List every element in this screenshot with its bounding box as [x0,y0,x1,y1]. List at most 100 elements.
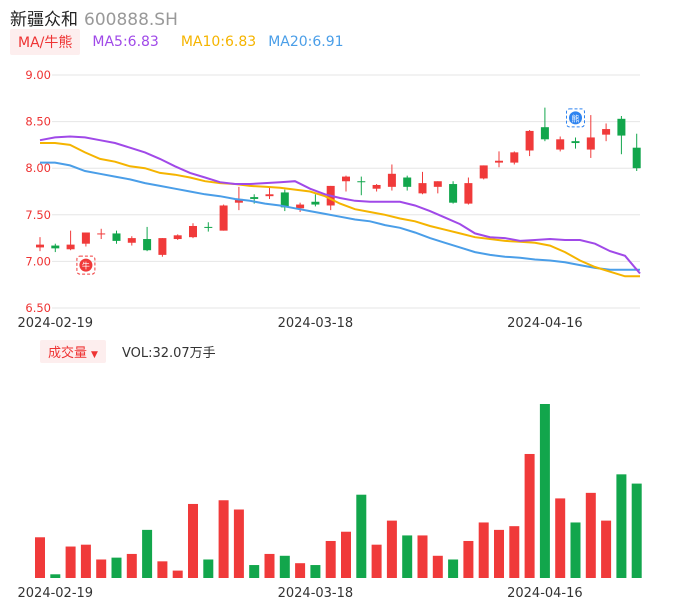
candle-body [617,118,626,136]
volume-bar [386,520,397,578]
candle-body [112,233,121,241]
y-tick-label: 7.50 [25,208,51,222]
volume-indicator-button[interactable]: 成交量 ▼ [40,339,106,363]
candle-body [265,194,274,197]
candle-body [387,173,396,187]
candle-body [357,181,366,183]
candle-body [342,176,350,182]
marker-badge [569,111,582,125]
ma10-line [40,142,640,278]
caret-down-icon: ▼ [91,349,98,360]
volume-bar [50,574,61,578]
volume-bar [601,520,612,578]
marker-label: 熊 [572,113,580,123]
volume-bar [279,555,290,578]
volume-value: VOL:32.07万手 [121,345,216,361]
volume-bar [509,526,520,578]
candle-body [433,181,442,187]
volume-bar [310,565,321,578]
candle-body [525,130,534,151]
candle-body [449,184,458,203]
y-tick-label: 7.00 [25,254,51,268]
candle-body [372,184,381,189]
volume-bar [157,561,168,578]
candle-body [173,235,182,240]
candle-body [540,127,549,140]
volume-bar [325,540,336,578]
candle-body [510,152,519,163]
volume-bar [96,559,107,578]
candle-body [632,147,641,169]
candle-body [66,244,75,250]
y-tick-label: 6.50 [25,301,51,315]
ma5-legend: MA5:6.83 [92,34,159,50]
volume-bar [494,529,504,578]
candle-body [479,165,488,179]
ma20-line [40,161,640,271]
candle-body [495,160,503,163]
volume-bar [264,553,275,578]
candle-body [403,177,412,187]
ma20-legend: MA20:6.91 [268,34,344,50]
volume-bar [142,529,153,578]
candle-body [311,201,320,205]
volume-bar [585,492,596,578]
volume-bar [80,544,91,578]
volume-legend: 成交量 ▼ VOL:32.07万手 [40,339,216,363]
volume-bar [233,509,244,578]
candle-body [418,183,427,194]
candle-body [36,244,44,248]
marker-frame [76,255,96,275]
candle-body [250,197,259,199]
candle-body [158,238,167,255]
candle-body [296,204,305,209]
volume-bar [448,559,459,578]
y-tick-label: 8.50 [25,115,51,129]
x-tick-label: 2024-04-16 [507,316,583,331]
volume-bar [172,570,183,578]
volume-indicator-label: 成交量 [48,345,88,361]
candle-body [464,183,473,204]
candle-body [51,245,60,249]
volume-bar [35,537,45,578]
marker-frame [566,108,585,128]
stock-code: 600888.SH [84,10,178,30]
volume-bar [295,563,306,578]
ma5-line [39,135,641,275]
candle-body [602,129,611,135]
volume-bar [570,522,581,578]
candle-body [234,198,243,203]
volume-bar [555,498,566,578]
candle-body [143,239,152,251]
volume-bar [463,540,474,578]
candle-body [571,141,580,144]
candle-body [280,192,289,208]
volume-bar [188,503,198,578]
stock-name: 新疆众和 [10,10,78,30]
candle-body [97,233,106,235]
volume-bar [218,500,229,578]
x-tick-label: 2024-03-18 [278,316,354,331]
volume-bar [631,483,642,578]
candle-body [81,232,90,244]
candle-body [189,225,197,238]
marker-badge [79,258,93,272]
marker-label: 牛 [82,261,90,271]
candle-body [204,226,213,228]
candle-body [556,139,565,150]
volume-bar [524,453,535,578]
ma-legend: MA/牛熊 MA5:6.83 MA10:6.83 MA20:6.91 [10,29,344,55]
candle-body [127,238,136,243]
volume-bar [371,544,382,578]
y-tick-label: 8.00 [25,161,51,175]
candle-body [219,205,228,231]
volume-bar [65,546,76,578]
ma-indicator-button[interactable]: MA/牛熊 [10,29,81,55]
volume-bar [432,555,443,578]
volume-bar [402,535,413,578]
volume-bar [539,404,550,578]
volume-x-tick-label: 2024-04-16 [507,586,583,601]
stock-title: 新疆众和 600888.SH [10,5,178,30]
volume-bar [356,494,367,578]
